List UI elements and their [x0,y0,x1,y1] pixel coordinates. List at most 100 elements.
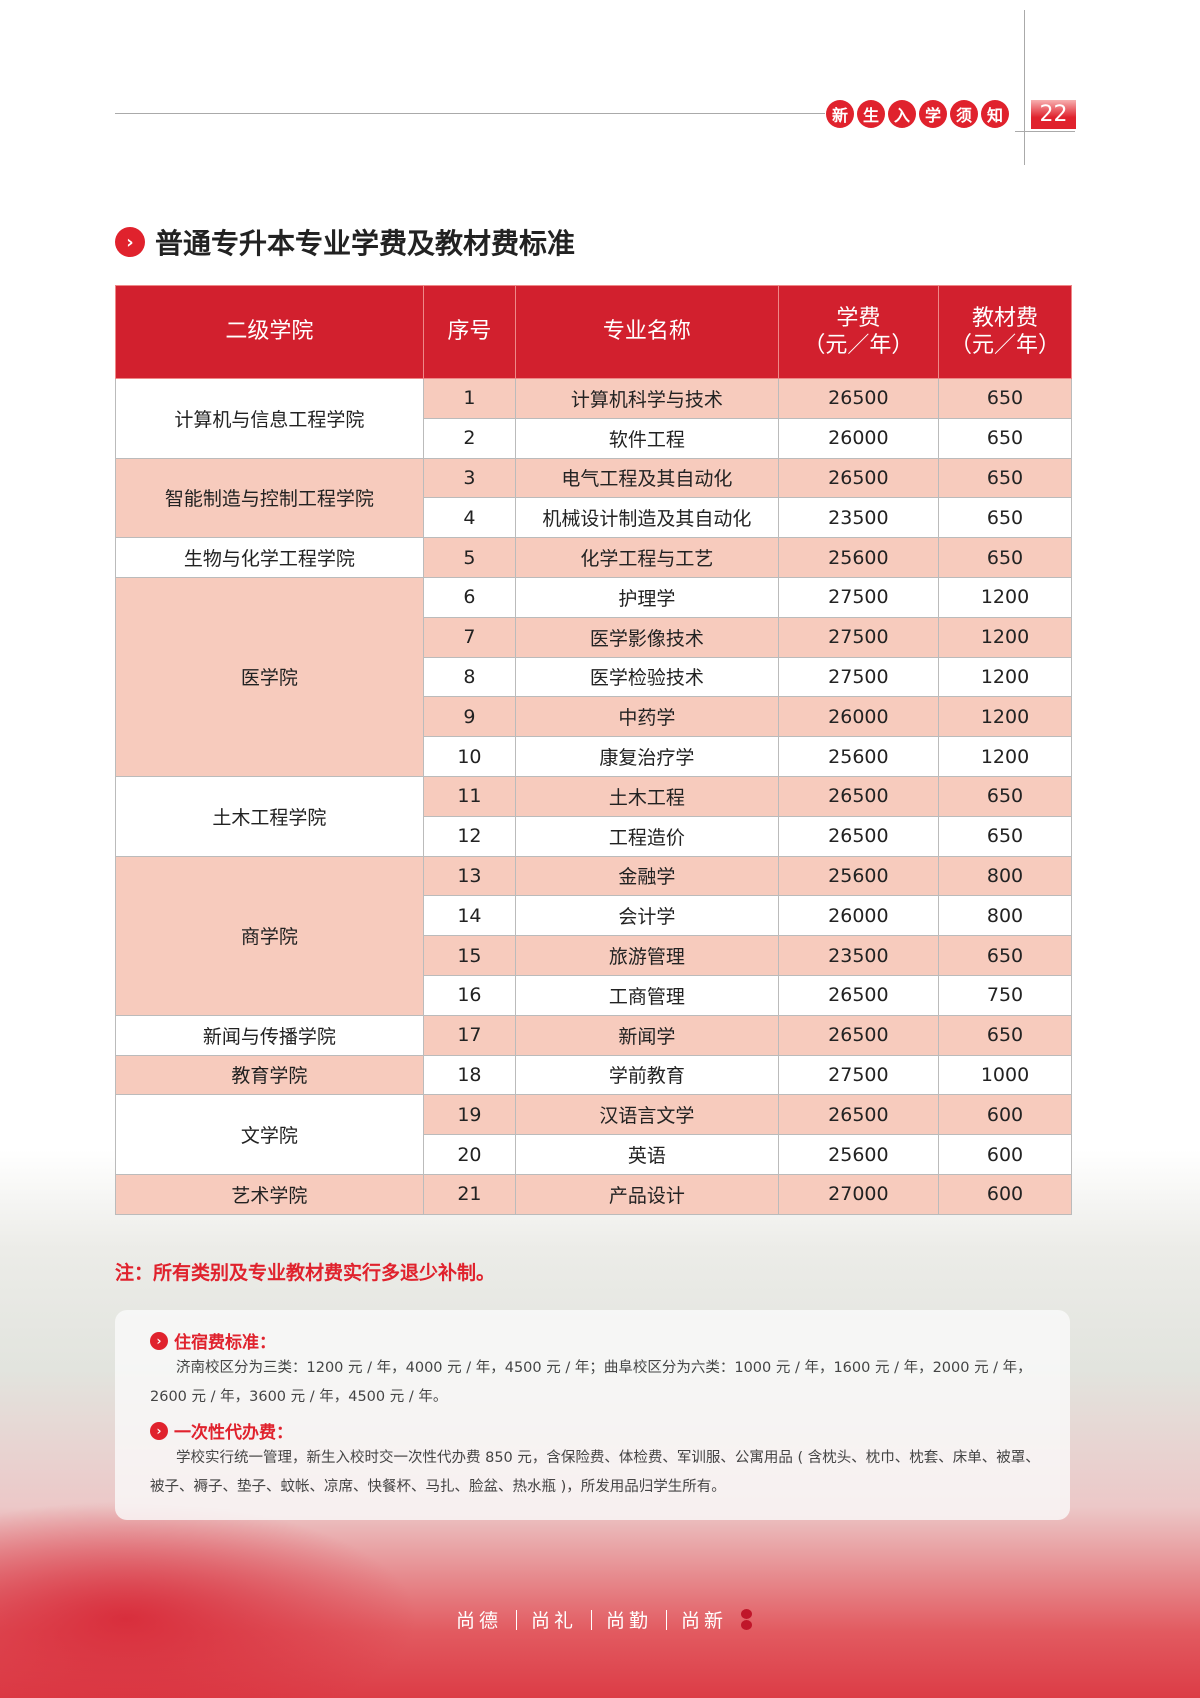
index-cell: 14 [422,895,516,937]
header-badge: 学 [919,100,947,128]
index-cell: 11 [422,775,516,817]
index-cell: 8 [422,656,516,698]
motto-separator [666,1609,668,1630]
textbook-fee-cell: 650 [938,537,1072,578]
tuition-cell: 25600 [777,1134,940,1175]
section-heading-accommodation: › 住宿费标准： [150,1328,276,1353]
college-cell: 医学院 [115,576,424,777]
textbook-fee-cell: 600 [938,1173,1072,1215]
table-row: 艺术学院 21 产品设计 27000 600 [115,1173,1072,1215]
major-cell: 医学影像技术 [514,616,779,658]
table-row: 智能制造与控制工程学院 3 电气工程及其自动化 26500 650 [115,457,1072,539]
index-cell: 13 [422,855,516,897]
index-cell: 7 [422,616,516,658]
motto-separator [516,1609,518,1630]
textbook-fee-cell: 650 [938,457,1072,499]
section-badges: 新生入学须知 [826,100,1009,128]
major-cell: 机械设计制造及其自动化 [514,497,779,539]
info-panel [115,1310,1070,1520]
tuition-cell: 26500 [777,815,940,857]
major-cell: 旅游管理 [514,935,779,976]
chevron-right-icon: › [150,1331,168,1350]
index-cell: 4 [422,497,516,539]
index-cell: 15 [422,935,516,976]
motto-item: 尚新 [681,1610,728,1632]
textbook-fee-cell: 1200 [938,656,1072,698]
table-row: 12 工程造价 26500 650 [116,815,1072,857]
section-text-fees: 学校实行统一管理，新生入校时交一次性代办费 850 元，含保险费、体检费、军训服… [150,1450,1040,1495]
motto-item: 尚勤 [606,1610,653,1632]
motto-item: 尚德 [456,1610,503,1632]
index-cell: 6 [422,576,516,618]
section-heading-fees: › 一次性代办费： [150,1418,293,1443]
textbook-fee-cell: 600 [938,1134,1072,1175]
table-row: 文学院 19 汉语言文学 26500 600 [115,1094,1072,1175]
column-header: 教材费 （元／年） [938,285,1072,379]
major-cell: 护理学 [514,576,779,618]
table-row: 土木工程学院 11 土木工程 26500 650 [115,775,1072,857]
background-flowers [0,1500,420,1698]
column-header: 二级学院 [115,285,424,379]
header-badge: 知 [981,100,1009,128]
footer-motto: 尚德 尚礼 尚勤 尚新 [456,1606,753,1633]
index-cell: 18 [422,1054,516,1096]
tuition-cell: 26500 [777,1094,940,1136]
column-header: 学费 （元／年） [777,285,940,379]
tuition-cell: 27500 [777,576,940,618]
header-badge: 生 [857,100,885,128]
index-cell: 17 [422,1014,516,1056]
college-cell: 文学院 [115,1094,424,1175]
header-badge: 新 [826,100,854,128]
major-cell: 新闻学 [514,1014,779,1056]
table-row: 8 医学检验技术 27500 1200 [116,656,1072,698]
major-cell: 英语 [514,1134,779,1175]
major-cell: 金融学 [514,855,779,897]
tuition-cell: 27500 [777,656,940,698]
major-cell: 康复治疗学 [514,736,779,777]
major-cell: 医学检验技术 [514,656,779,698]
textbook-fee-cell: 800 [938,855,1072,897]
page-number: 22 [1031,100,1076,129]
tuition-cell: 27500 [777,1054,940,1096]
table-row: 14 会计学 26000 800 [116,895,1072,937]
textbook-fee-cell: 650 [938,1014,1072,1056]
table-row: 16 工商管理 26500 750 [116,974,1072,1016]
college-cell: 生物与化学工程学院 [115,537,424,578]
textbook-fee-cell: 650 [938,497,1072,539]
index-cell: 3 [422,457,516,499]
table-note: 注：所有类别及专业教材费实行多退少补制。 [115,1262,496,1284]
tuition-cell: 27500 [777,616,940,658]
page-title-text: 普通专升本专业学费及教材费标准 [155,227,576,260]
tuition-cell: 23500 [777,935,940,976]
textbook-fee-cell: 800 [938,895,1072,937]
tuition-cell: 26500 [777,775,940,817]
index-cell: 9 [422,696,516,738]
chevron-right-icon: › [150,1421,168,1440]
index-cell: 5 [422,537,516,578]
index-cell: 12 [422,815,516,857]
section-heading-text: 一次性代办费： [174,1423,293,1443]
table-row: 15 旅游管理 23500 650 [116,935,1072,976]
index-cell: 2 [422,417,516,459]
table-row: 生物与化学工程学院 5 化学工程与工艺 25600 650 [115,537,1072,578]
college-cell: 智能制造与控制工程学院 [115,457,424,539]
table-row: 教育学院 18 学前教育 27500 1000 [115,1054,1072,1096]
tuition-cell: 26000 [777,696,940,738]
table-row: 商学院 13 金融学 25600 800 [115,855,1072,1016]
motto-item: 尚礼 [531,1610,578,1632]
college-cell: 土木工程学院 [115,775,424,857]
textbook-fee-cell: 650 [938,815,1072,857]
tuition-cell: 25600 [777,537,940,578]
column-header: 专业名称 [514,285,779,379]
tuition-cell: 26000 [777,417,940,459]
tuition-cell: 26500 [777,974,940,1016]
college-cell: 新闻与传播学院 [115,1014,424,1056]
textbook-fee-cell: 650 [938,417,1072,459]
college-cell: 艺术学院 [115,1173,424,1215]
motto-separator [591,1609,593,1630]
table-row: 4 机械设计制造及其自动化 23500 650 [116,497,1072,539]
tuition-cell: 27000 [777,1173,940,1215]
textbook-fee-cell: 750 [938,974,1072,1016]
table-row: 2 软件工程 26000 650 [116,417,1072,459]
major-cell: 软件工程 [514,417,779,459]
